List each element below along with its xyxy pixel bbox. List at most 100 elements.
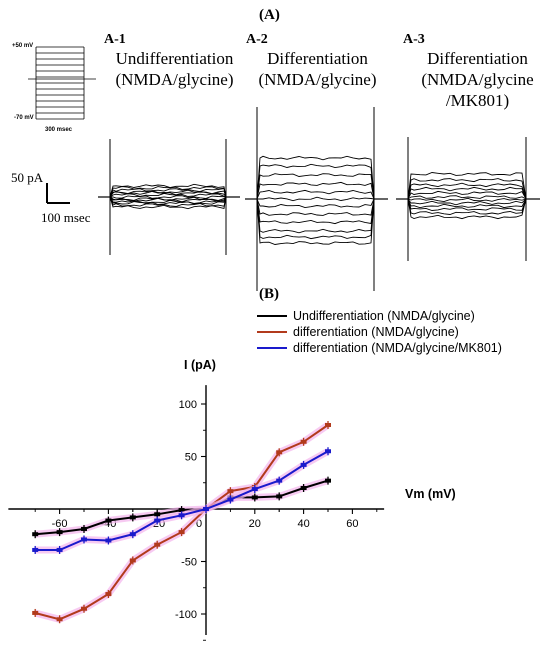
y-tick-label-100: 100	[179, 399, 197, 411]
subpanel-a3-line2: (NMDA/glycine	[421, 70, 534, 89]
series-diff-point--30	[129, 558, 136, 563]
series-diff-point-30	[276, 450, 283, 455]
series-mk801-point-50	[325, 449, 331, 454]
series-mk801-point--10	[178, 513, 185, 518]
subpanel-a2-line2: (NMDA/glycine)	[258, 70, 377, 89]
series-undiff-point-20	[251, 495, 258, 500]
x-tick-label-0: 0	[196, 518, 202, 530]
legend-item-undiff: Undifferentiation (NMDA/glycine)	[257, 309, 475, 323]
series-undiff-point--20	[154, 512, 161, 517]
traces-a1-sweep-1	[109, 186, 227, 198]
traces-a3-sweep-3	[407, 186, 527, 200]
legend-label-undiff: Undifferentiation (NMDA/glycine)	[293, 309, 475, 323]
subpanel-a3-id: A-3	[403, 32, 425, 47]
scale-bar-current-label: 50 pA	[11, 170, 44, 185]
panel-b-label: (B)	[259, 286, 279, 302]
series-undiff-point--30	[129, 515, 136, 520]
subpanel-a2-id: A-2	[246, 32, 268, 47]
traces-a1-sweep-2	[109, 187, 227, 198]
series-undiff	[32, 476, 331, 539]
series-mk801-point--40	[105, 538, 112, 543]
series-diff-error-band	[34, 422, 330, 623]
series-undiff-point--40	[105, 518, 112, 523]
traces-a3-sweep-9	[407, 198, 527, 211]
legend-label-diff: differentiation (NMDA/glycine)	[293, 325, 459, 339]
series-mk801-point--30	[129, 532, 136, 537]
y-tick-label--100: -100	[175, 609, 197, 621]
traces-a3-sweep-0	[407, 172, 527, 200]
series-mk801-point--60	[56, 547, 63, 552]
traces-a2-sweep-1	[256, 163, 375, 200]
series-undiff-point-50	[325, 478, 331, 483]
series-mk801-point--70	[32, 547, 39, 552]
series-diff-line	[34, 424, 329, 621]
series-diff-point-10	[227, 489, 234, 494]
subpanel-a1-id: A-1	[104, 32, 126, 47]
series-mk801-point-0	[203, 507, 209, 511]
traces-a3-sweep-5	[407, 195, 527, 200]
legend-swatch-undiff	[257, 315, 287, 317]
series-undiff-point--10	[178, 508, 185, 513]
x-tick-label-60: 60	[346, 518, 358, 530]
series-undiff-point--70	[32, 532, 39, 537]
traces-a1-sweep-8	[109, 196, 227, 203]
subpanel-a3-line3: /MK801)	[445, 91, 510, 110]
x-tick-label--60: -60	[52, 518, 68, 530]
y-axis-title: I (pA)	[184, 358, 216, 372]
subpanel-a3-line1: Differentiation	[427, 49, 528, 68]
traces-a2-sweep-8	[256, 198, 375, 225]
series-mk801-point-10	[227, 497, 234, 502]
traces-a1-sweep-0	[109, 183, 227, 198]
series-diff-point--60	[56, 617, 63, 622]
traces-a2-sweep-7	[256, 198, 375, 216]
traces-a1	[98, 139, 240, 255]
series-diff-point-50	[325, 423, 331, 427]
traces-a3-sweep-2	[407, 182, 527, 200]
subpanel-a1-title: Undifferentiation (NMDA/glycine)	[112, 48, 237, 90]
series-diff	[32, 421, 331, 624]
x-tick-label-40: 40	[297, 518, 309, 530]
series-undiff-point-40	[300, 486, 307, 490]
traces-a3-sweep-11	[407, 198, 527, 220]
series-mk801-point-20	[251, 487, 258, 492]
scale-bar-time-label: 100 msec	[41, 210, 91, 225]
traces-a2-sweep-11	[256, 198, 375, 245]
series-mk801	[32, 447, 331, 554]
traces-a1-sweep-10	[109, 196, 227, 205]
traces-a1-sweep-9	[109, 196, 227, 205]
series-diff-point--40	[105, 592, 112, 597]
x-tick-label-20: 20	[249, 518, 261, 530]
series-diff-point--10	[178, 530, 185, 535]
series-undiff-point-30	[276, 494, 283, 499]
traces-a1-sweep-5	[109, 192, 227, 198]
subpanel-a1-line1: Undifferentiation	[115, 49, 234, 68]
series-mk801-point-40	[300, 462, 307, 467]
traces-a2-sweep-3	[256, 181, 375, 200]
legend-label-mk801: differentiation (NMDA/glycine/MK801)	[293, 341, 502, 355]
x-axis-title: Vm (mV)	[405, 487, 456, 501]
traces-a2	[245, 107, 388, 291]
traces-a2-sweep-6	[256, 198, 375, 209]
traces-a3-sweep-4	[407, 190, 527, 200]
panel-a-label: (A)	[259, 7, 280, 23]
series-mk801-point--50	[81, 537, 87, 542]
traces-a2-sweep-10	[256, 198, 375, 240]
legend-swatch-mk801	[257, 347, 287, 349]
y-tick-label--50: -50	[181, 557, 197, 569]
series-mk801-point--20	[154, 518, 161, 523]
traces-a1-sweep-4	[109, 190, 227, 198]
traces-a1-sweep-6	[110, 195, 227, 199]
subpanel-a2-line1: Differentiation	[267, 49, 368, 68]
scale-bar	[46, 183, 70, 204]
traces-a3-sweep-6	[407, 197, 527, 203]
traces-a3-sweep-8	[407, 198, 527, 209]
traces-a3-sweep-7	[407, 198, 527, 206]
traces-a2-sweep-2	[256, 173, 375, 200]
traces-a2-sweep-5	[257, 196, 375, 202]
traces-a3-sweep-1	[407, 178, 527, 200]
subpanel-a1-line2: (NMDA/glycine)	[115, 70, 234, 89]
series-mk801-point-30	[276, 478, 283, 483]
traces-a3-sweep-10	[407, 198, 527, 215]
traces-a3	[396, 137, 540, 261]
